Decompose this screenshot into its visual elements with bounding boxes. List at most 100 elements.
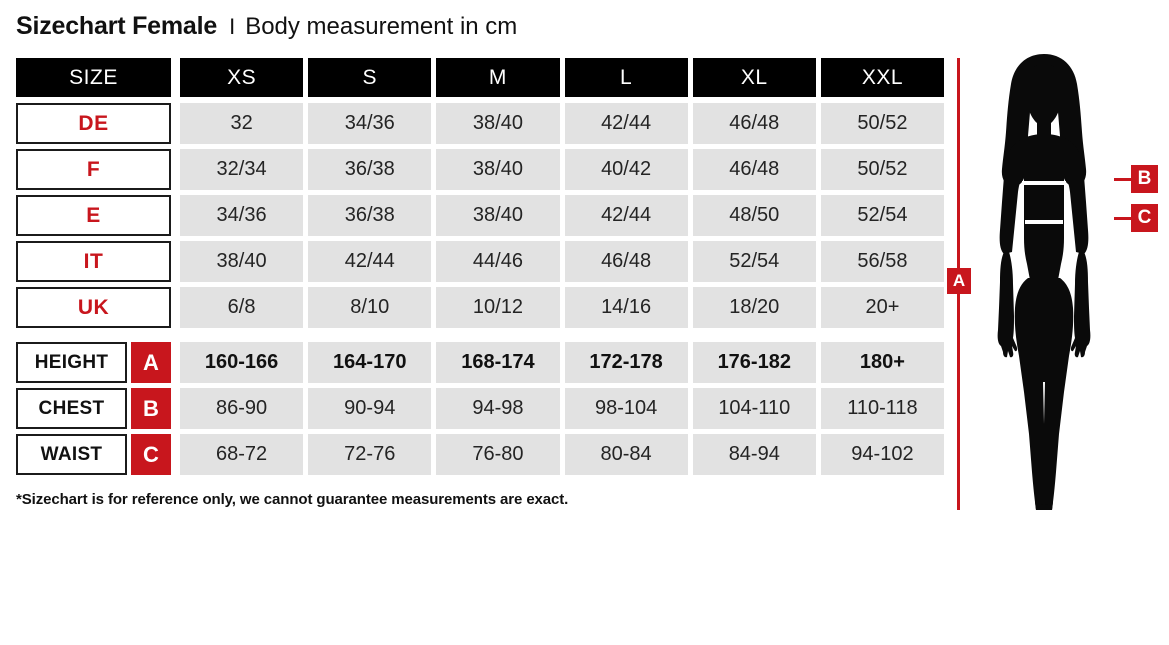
row-values-e: 34/36 36/38 38/40 42/44 48/50 52/54	[180, 195, 945, 236]
cell-waist-m: 76-80	[436, 434, 560, 475]
cell-waist-l: 80-84	[564, 434, 688, 475]
cell-chest-xs: 86-90	[180, 388, 304, 429]
row-values-it: 38/40 42/44 44/46 46/48 52/54 56/58	[180, 241, 945, 282]
cell-de-s: 34/36	[308, 103, 432, 144]
cell-chest-l: 98-104	[564, 388, 688, 429]
row-values-f: 32/34 36/38 38/40 40/42 46/48 50/52	[180, 149, 945, 190]
column-header-m: M	[436, 58, 560, 97]
table-row: IT 38/40 42/44 44/46 46/48 52/54 56/58	[16, 241, 945, 282]
cell-height-l: 172-178	[564, 342, 688, 383]
cell-e-xl: 48/50	[692, 195, 816, 236]
table-row: F 32/34 36/38 38/40 40/42 46/48 50/52	[16, 149, 945, 190]
cell-uk-s: 8/10	[308, 287, 432, 328]
row-values-waist: 68-72 72-76 76-80 80-84 84-94 94-102	[180, 434, 945, 475]
cell-height-xl: 176-182	[692, 342, 816, 383]
cell-de-l: 42/44	[564, 103, 688, 144]
cell-height-s: 164-170	[308, 342, 432, 383]
cell-de-xl: 46/48	[692, 103, 816, 144]
cell-f-xs: 32/34	[180, 149, 304, 190]
column-header-xxl: XXL	[820, 58, 945, 97]
column-header-xl: XL	[692, 58, 816, 97]
waist-callout: C	[1114, 204, 1158, 232]
cell-e-l: 42/44	[564, 195, 688, 236]
row-label-height: HEIGHT	[16, 342, 127, 383]
height-marker-badge: A	[947, 268, 971, 294]
size-column-headers: XS S M L XL XXL	[180, 58, 945, 97]
row-label-height-wrap: HEIGHT A	[16, 342, 171, 383]
female-body-silhouette-icon	[997, 54, 1091, 510]
cell-waist-xl: 84-94	[692, 434, 816, 475]
cell-e-xxl: 52/54	[820, 195, 945, 236]
page-title-subtitle: Body measurement in cm	[245, 13, 518, 40]
cell-uk-m: 10/12	[436, 287, 560, 328]
cell-chest-m: 94-98	[436, 388, 560, 429]
cell-chest-xxl: 110-118	[820, 388, 945, 429]
cell-waist-xs: 68-72	[180, 434, 304, 475]
cell-f-xxl: 50/52	[820, 149, 945, 190]
body-figure-panel: A B	[944, 52, 1169, 522]
table-row: E 34/36 36/38 38/40 42/44 48/50 52/54	[16, 195, 945, 236]
cell-e-s: 36/38	[308, 195, 432, 236]
table-row: HEIGHT A 160-166 164-170 168-174 172-178…	[16, 342, 945, 383]
cell-f-xl: 46/48	[692, 149, 816, 190]
chest-leader-line-icon	[1114, 177, 1131, 181]
cell-waist-xxl: 94-102	[820, 434, 945, 475]
cell-it-xl: 52/54	[692, 241, 816, 282]
badge-b: B	[131, 388, 171, 429]
cell-height-m: 168-174	[436, 342, 560, 383]
row-label-uk: UK	[16, 287, 171, 328]
row-label-de: DE	[16, 103, 171, 144]
cell-uk-xxl: 20+	[820, 287, 945, 328]
badge-c: C	[131, 434, 171, 475]
row-label-chest-wrap: CHEST B	[16, 388, 171, 429]
table-row: UK 6/8 8/10 10/12 14/16 18/20 20+	[16, 287, 945, 328]
page-title: Sizechart Female I Body measurement in c…	[16, 12, 517, 41]
row-label-it: IT	[16, 241, 171, 282]
row-values-de: 32 34/36 38/40 42/44 46/48 50/52	[180, 103, 945, 144]
row-values-chest: 86-90 90-94 94-98 98-104 104-110 110-118	[180, 388, 945, 429]
column-header-s: S	[308, 58, 432, 97]
waist-marker-badge: C	[1131, 204, 1158, 232]
badge-a: A	[131, 342, 171, 383]
page-title-main: Sizechart Female	[16, 12, 218, 40]
cell-chest-s: 90-94	[308, 388, 432, 429]
cell-f-s: 36/38	[308, 149, 432, 190]
row-label-e: E	[16, 195, 171, 236]
table-row: DE 32 34/36 38/40 42/44 46/48 50/52	[16, 103, 945, 144]
title-separator: I	[229, 14, 236, 39]
row-label-waist: WAIST	[16, 434, 127, 475]
cell-uk-l: 14/16	[564, 287, 688, 328]
row-label-waist-wrap: WAIST C	[16, 434, 171, 475]
sizechart-table: SIZE XS S M L XL XXL DE 32 34/36 38/40 4…	[16, 58, 945, 480]
cell-chest-xl: 104-110	[692, 388, 816, 429]
row-label-chest: CHEST	[16, 388, 127, 429]
cell-it-xxl: 56/58	[820, 241, 945, 282]
chest-marker-badge: B	[1131, 165, 1158, 193]
cell-f-m: 38/40	[436, 149, 560, 190]
disclaimer-text: *Sizechart is for reference only, we can…	[16, 491, 569, 508]
column-header-size: SIZE	[16, 58, 171, 97]
column-header-l: L	[564, 58, 688, 97]
row-values-uk: 6/8 8/10 10/12 14/16 18/20 20+	[180, 287, 945, 328]
cell-it-s: 42/44	[308, 241, 432, 282]
cell-height-xxl: 180+	[820, 342, 945, 383]
cell-uk-xl: 18/20	[692, 287, 816, 328]
table-row: WAIST C 68-72 72-76 76-80 80-84 84-94 94…	[16, 434, 945, 475]
cell-uk-xs: 6/8	[180, 287, 304, 328]
cell-e-m: 38/40	[436, 195, 560, 236]
cell-f-l: 40/42	[564, 149, 688, 190]
row-label-f: F	[16, 149, 171, 190]
chest-callout: B	[1114, 165, 1158, 193]
cell-de-xxl: 50/52	[820, 103, 945, 144]
cell-it-l: 46/48	[564, 241, 688, 282]
row-values-height: 160-166 164-170 168-174 172-178 176-182 …	[180, 342, 945, 383]
cell-height-xs: 160-166	[180, 342, 304, 383]
table-row: CHEST B 86-90 90-94 94-98 98-104 104-110…	[16, 388, 945, 429]
waist-leader-line-icon	[1114, 216, 1131, 220]
cell-waist-s: 72-76	[308, 434, 432, 475]
cell-it-xs: 38/40	[180, 241, 304, 282]
column-header-xs: XS	[180, 58, 304, 97]
section-divider	[16, 333, 944, 342]
cell-de-xs: 32	[180, 103, 304, 144]
cell-it-m: 44/46	[436, 241, 560, 282]
